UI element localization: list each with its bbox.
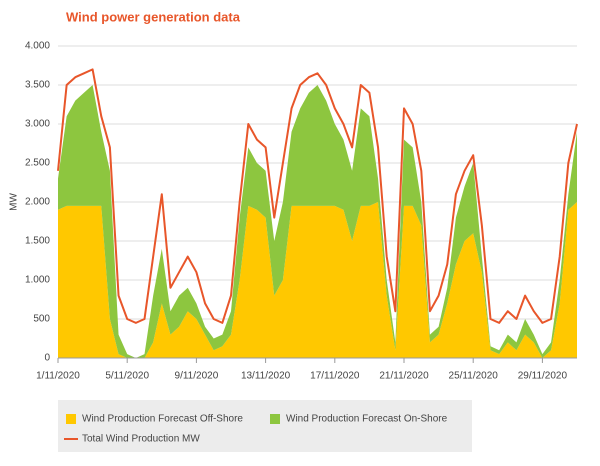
legend-swatch xyxy=(270,414,280,424)
x-tick-label: 25/11/2020 xyxy=(449,371,499,382)
legend-label: Wind Production Forecast Off-Shore xyxy=(82,414,243,425)
x-tick-label: 17/11/2020 xyxy=(310,371,360,382)
y-axis-label: MW xyxy=(9,193,20,211)
y-tick-label: 3.000 xyxy=(25,119,50,130)
legend-label: Total Wind Production MW xyxy=(82,434,200,445)
legend-box xyxy=(58,400,472,452)
y-tick-label: 3.500 xyxy=(25,80,50,91)
y-tick-label: 4.000 xyxy=(25,41,50,52)
y-tick-label: 2.500 xyxy=(25,158,50,169)
x-tick-label: 21/11/2020 xyxy=(379,371,429,382)
x-tick-label: 9/11/2020 xyxy=(175,371,219,382)
area xyxy=(58,202,577,358)
y-tick-label: 500 xyxy=(33,314,50,325)
x-tick-label: 29/11/2020 xyxy=(518,371,568,382)
legend-swatch xyxy=(66,414,76,424)
area xyxy=(58,85,577,358)
y-tick-label: 0 xyxy=(44,353,50,364)
line xyxy=(57,68,578,324)
x-tick-label: 5/11/2020 xyxy=(105,371,149,382)
y-tick-label: 2.000 xyxy=(25,197,50,208)
chart-title: Wind power generation data xyxy=(66,9,241,24)
legend-label: Wind Production Forecast On-Shore xyxy=(286,414,448,425)
y-tick-label: 1.000 xyxy=(25,275,50,286)
y-tick-label: 1.500 xyxy=(25,236,50,247)
x-tick-label: 1/11/2020 xyxy=(36,371,80,382)
x-tick-label: 13/11/2020 xyxy=(241,371,291,382)
